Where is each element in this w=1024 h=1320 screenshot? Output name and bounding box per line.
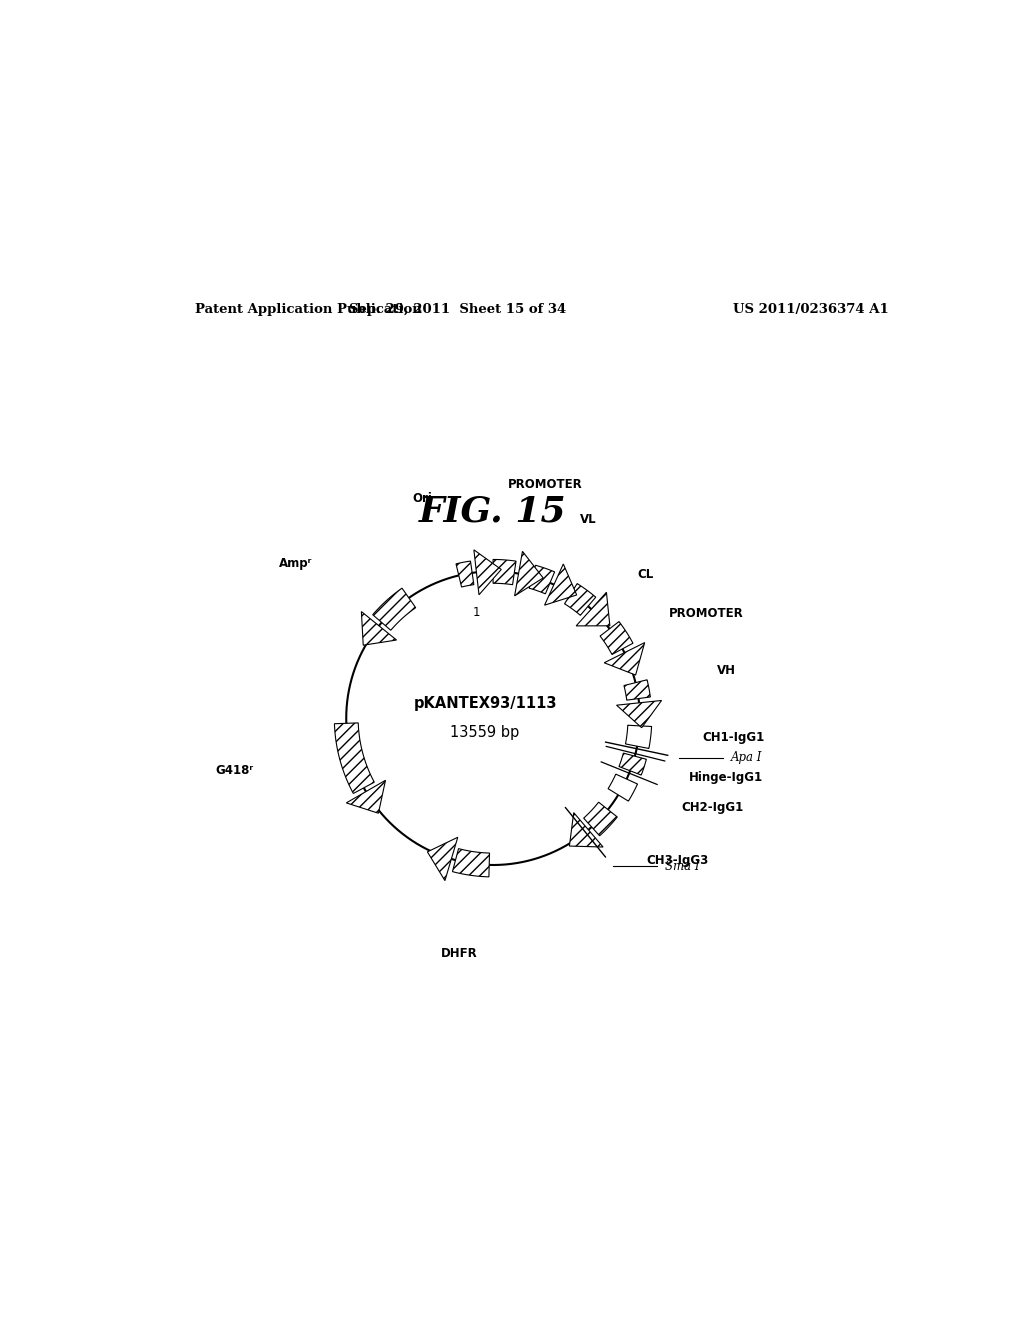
Polygon shape — [608, 774, 638, 801]
Text: Hinge-IgG1: Hinge-IgG1 — [689, 771, 763, 784]
Polygon shape — [624, 680, 650, 700]
Text: 1: 1 — [472, 606, 480, 619]
Text: G418ʳ: G418ʳ — [215, 764, 254, 777]
Text: FIG. 15: FIG. 15 — [419, 495, 567, 529]
Text: DHFR: DHFR — [441, 948, 477, 961]
Text: CL: CL — [638, 568, 654, 581]
Text: Sep. 29, 2011  Sheet 15 of 34: Sep. 29, 2011 Sheet 15 of 34 — [349, 304, 566, 315]
Polygon shape — [529, 565, 555, 594]
Text: CH1-IgG1: CH1-IgG1 — [702, 731, 765, 744]
Text: PROMOTER: PROMOTER — [508, 478, 583, 491]
Text: Ori: Ori — [412, 492, 432, 506]
Polygon shape — [453, 849, 489, 876]
Polygon shape — [604, 643, 645, 675]
Polygon shape — [545, 564, 577, 605]
Text: Patent Application Publication: Patent Application Publication — [196, 304, 422, 315]
Text: Sma I: Sma I — [665, 859, 699, 873]
Polygon shape — [616, 701, 662, 727]
Polygon shape — [515, 552, 543, 595]
Polygon shape — [600, 622, 633, 655]
Polygon shape — [474, 550, 502, 595]
Polygon shape — [346, 780, 385, 813]
Polygon shape — [626, 725, 651, 748]
Text: CH2-IgG1: CH2-IgG1 — [682, 801, 743, 814]
Polygon shape — [427, 837, 458, 880]
Polygon shape — [361, 611, 396, 645]
Polygon shape — [618, 754, 646, 775]
Polygon shape — [373, 589, 416, 630]
Polygon shape — [564, 583, 596, 615]
Polygon shape — [569, 813, 603, 847]
Polygon shape — [456, 561, 474, 587]
Polygon shape — [335, 723, 375, 793]
Text: PROMOTER: PROMOTER — [669, 607, 743, 620]
Text: Ampʳ: Ampʳ — [279, 557, 312, 569]
Text: VH: VH — [717, 664, 736, 677]
Text: US 2011/0236374 A1: US 2011/0236374 A1 — [732, 304, 889, 315]
Polygon shape — [584, 803, 617, 836]
Text: 13559 bp: 13559 bp — [451, 725, 520, 741]
Text: pKANTEX93/1113: pKANTEX93/1113 — [414, 697, 557, 711]
Polygon shape — [494, 560, 516, 585]
Text: VL: VL — [580, 513, 597, 525]
Text: CH3-IgG3: CH3-IgG3 — [646, 854, 709, 866]
Text: Apa I: Apa I — [731, 751, 762, 764]
Polygon shape — [577, 593, 610, 626]
